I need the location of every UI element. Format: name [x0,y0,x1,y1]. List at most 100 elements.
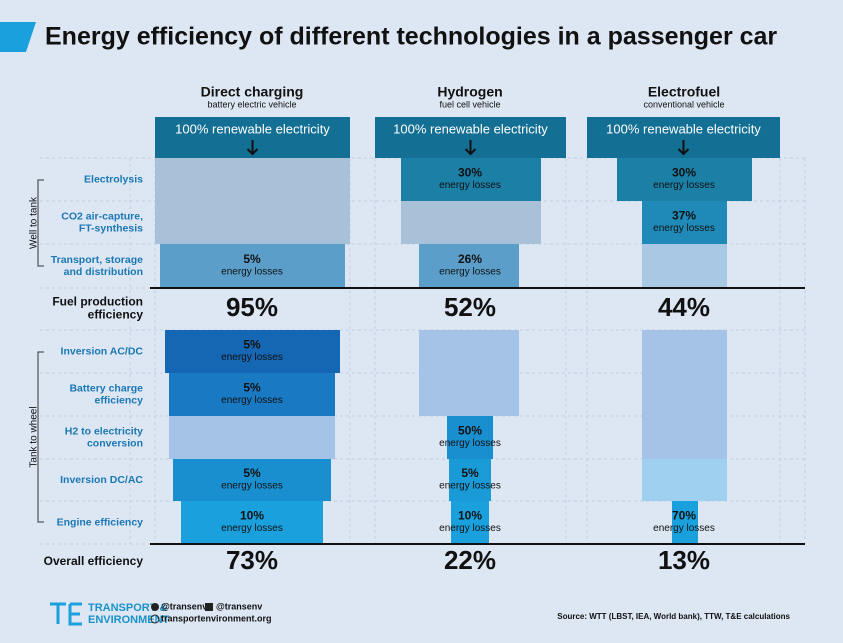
loss-note: energy losses [653,223,715,234]
flow-bar [617,158,752,201]
column-name: Direct charging [201,84,304,100]
flow-bar [169,373,335,416]
arrow [246,140,259,156]
column-subtitle: conventional vehicle [643,99,724,109]
loss-note: energy losses [439,180,501,191]
flow-bar [642,244,727,288]
loss-value: 37% [672,209,696,223]
loss-note: energy losses [439,481,501,492]
loss-value: 5% [243,252,261,266]
row-label: H2 to electricity [65,425,143,437]
row-label: Battery charge [69,382,143,394]
total-value: 52% [444,292,496,322]
total-value: 13% [658,545,710,575]
row-label: Electrolysis [84,173,143,185]
loss-value: 50% [458,424,482,438]
loss-value: 26% [458,252,482,266]
total-value: 95% [226,292,278,322]
loss-note: energy losses [439,438,501,449]
row-label: Transport, storage [51,254,143,266]
row-label: FT-synthesis [79,222,143,234]
loss-value: 30% [458,166,482,180]
title-accent [0,22,36,52]
flow-bar [419,330,519,373]
row-label: CO2 air-capture, [61,210,143,222]
column-name: Electrofuel [648,84,720,100]
flow-bar [181,501,323,544]
input-label: 100% renewable electricity [606,121,761,136]
flow-bar [173,459,331,501]
total-value: 73% [226,545,278,575]
loss-note: energy losses [221,352,283,363]
section-bracket [37,179,44,267]
loss-note: energy losses [221,481,283,492]
website: transportenvironment.org [161,613,272,623]
row-label: conversion [87,437,143,449]
loss-value: 5% [243,338,261,352]
loss-value: 10% [240,509,264,523]
logo-text: TRANSPORT & [88,602,168,614]
flow-bar [672,501,698,544]
flow-bar [419,373,519,416]
row-label: efficiency [95,394,144,406]
loss-note: energy losses [221,395,283,406]
total-value: 22% [444,545,496,575]
flow-bar [155,201,350,244]
column-subtitle: battery electric vehicle [207,99,296,109]
flow-bar [169,416,335,459]
twitter-handle: @transenv [161,601,207,611]
section-bracket [37,351,44,523]
arrow [677,140,690,156]
section-label: Well to tank [29,196,40,249]
flow-bar [419,244,519,288]
source: Source: WTT (LBST, IEA, World bank), TTW… [557,612,790,621]
flow-bar [401,201,541,244]
facebook-icon [205,603,213,611]
flow-bar [447,416,493,459]
total-label: Overall efficiency [44,554,144,568]
loss-note: energy losses [439,267,501,278]
flow-bar [642,201,727,244]
flow-bar [165,330,340,373]
loss-value: 5% [461,466,479,480]
row-label: and distribution [64,266,143,278]
title: Energy efficiency of different technolog… [45,23,777,51]
column-subtitle: fuel cell vehicle [439,99,500,109]
twitter-icon [151,603,159,611]
logo-mark [50,602,82,626]
flow-bar [642,416,727,459]
total-value: 44% [658,292,710,322]
loss-note: energy losses [653,523,715,534]
total-label: Fuel production [52,295,143,309]
loss-value: 30% [672,166,696,180]
row-label: Inversion AC/DC [61,345,144,357]
flow-bar [449,459,491,501]
flow-bar [451,501,489,544]
loss-note: energy losses [221,267,283,278]
flow-bar [155,158,350,201]
arrow [464,140,477,156]
row-label: Engine efficiency [57,516,144,528]
loss-note: energy losses [221,523,283,534]
flow-bar [642,459,727,501]
facebook-handle: @transenv [216,601,262,611]
row-label: Inversion DC/AC [60,474,143,486]
logo-text: ENVIRONMENT [88,614,170,626]
section-label: Tank to wheel [29,406,40,467]
loss-value: 5% [243,466,261,480]
flow-bar [642,373,727,416]
loss-value: 5% [243,381,261,395]
input-label: 100% renewable electricity [393,121,548,136]
flow-bar [160,244,345,288]
loss-note: energy losses [439,523,501,534]
flow-bar [401,158,541,201]
input-label: 100% renewable electricity [175,121,330,136]
flow-bar [642,330,727,373]
loss-value: 70% [672,509,696,523]
column-name: Hydrogen [437,84,502,100]
loss-note: energy losses [653,180,715,191]
loss-value: 10% [458,509,482,523]
web-icon [150,614,160,624]
